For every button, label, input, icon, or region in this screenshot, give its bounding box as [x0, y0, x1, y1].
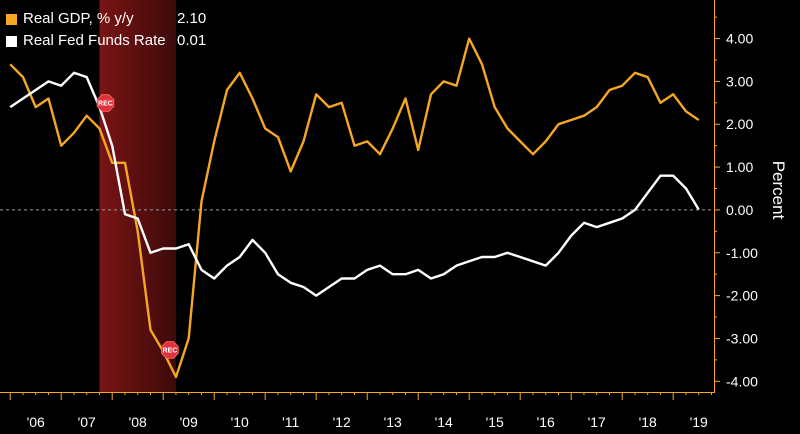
y-tick-label: 0.00 — [726, 202, 753, 218]
x-tick-label: '06 — [27, 414, 45, 430]
legend: Real GDP, % y/y 2.10 Real Fed Funds Rate… — [6, 8, 206, 52]
legend-label-gdp: Real GDP, % y/y — [23, 10, 134, 27]
y-tick-label: 4.00 — [726, 31, 753, 47]
recession-marker-shape — [161, 341, 179, 359]
recession-end-marker: REC — [161, 341, 179, 359]
x-tick-label: '07 — [78, 414, 96, 430]
x-tick-label: '19 — [690, 414, 708, 430]
legend-swatch-fed-funds — [6, 35, 17, 47]
x-tick-label: '10 — [231, 414, 249, 430]
recession-marker-shape — [96, 94, 115, 112]
legend-label-fed-funds: Real Fed Funds Rate — [23, 32, 166, 49]
y-tick-label: 1.00 — [726, 159, 753, 175]
recession-markers-group: REC REC — [96, 94, 179, 359]
x-tick-label: '11 — [282, 414, 299, 430]
y-tick-label: 3.00 — [726, 73, 753, 89]
x-tick-label: '17 — [588, 414, 606, 430]
x-tick-label: '13 — [384, 414, 402, 430]
recession-marker-label: REC — [163, 348, 178, 355]
y-tick-label: -2.00 — [726, 288, 758, 304]
legend-item-fed-funds: Real Fed Funds Rate 0.01 — [6, 30, 206, 52]
recession-marker-label: REC — [98, 101, 113, 108]
legend-value-gdp: 2.10 — [177, 10, 207, 27]
y-tick-label: -3.00 — [726, 330, 758, 346]
y-tick-label: -4.00 — [726, 373, 758, 389]
x-tick-label: '08 — [129, 414, 147, 430]
x-tick-label: '16 — [537, 414, 555, 430]
recession-start-marker: REC — [96, 94, 115, 112]
recession-shading-group — [99, 0, 176, 392]
gdp-line — [9, 37, 700, 379]
legend-item-gdp: Real GDP, % y/y 2.10 — [6, 8, 206, 30]
y-tick-label: -1.00 — [726, 245, 758, 261]
x-tick-label: '18 — [639, 414, 657, 430]
recession-band — [99, 0, 176, 392]
series-group — [9, 37, 700, 379]
fed-funds-line — [9, 71, 700, 297]
x-tick-label: '12 — [333, 414, 351, 430]
y-tick-label: 2.00 — [726, 116, 753, 132]
legend-value-fed-funds: 0.01 — [177, 32, 207, 49]
x-tick-label: '14 — [435, 414, 453, 430]
axes-group: 4.00 3.00 2.00 1.00 0.00 -1.00 -2.00 -3.00 -4.00… — [0, 0, 758, 430]
y-axis-label: Percent — [769, 160, 788, 220]
legend-swatch-gdp — [6, 13, 17, 25]
x-tick-label: '15 — [486, 414, 504, 430]
x-tick-label: '09 — [180, 414, 198, 430]
